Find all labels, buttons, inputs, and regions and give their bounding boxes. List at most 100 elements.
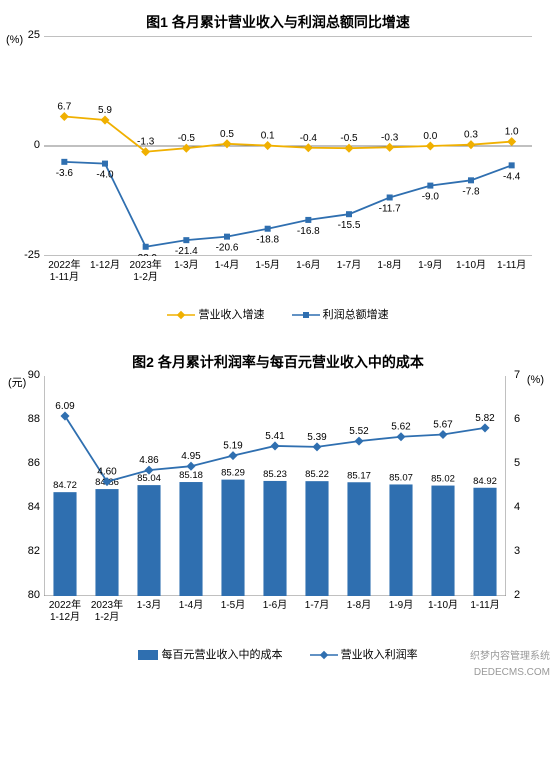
chart1-plot: 6.75.9-1.3-0.50.50.1-0.4-0.5-0.30.00.31.…	[44, 36, 532, 256]
chart1-svg: 6.75.9-1.3-0.50.50.1-0.4-0.5-0.30.00.31.…	[44, 36, 532, 256]
chart2-ytick-left: 84	[4, 501, 40, 513]
chart2-xtick: 2022年1-12月	[43, 600, 87, 624]
svg-text:-0.3: -0.3	[381, 132, 399, 143]
svg-text:4.86: 4.86	[139, 455, 159, 466]
chart2-ytick-right: 2	[514, 589, 550, 601]
chart1-xtick: 1-11月	[490, 260, 534, 272]
chart2-ytick-left: 86	[4, 457, 40, 469]
chart2-ytick-left: 82	[4, 545, 40, 557]
chart1-xtick: 1-4月	[205, 260, 249, 272]
svg-text:-0.4: -0.4	[300, 133, 318, 144]
svg-text:5.82: 5.82	[475, 413, 495, 424]
chart1-xtick: 1-3月	[164, 260, 208, 272]
svg-text:-22.9: -22.9	[134, 253, 157, 256]
chart1-legend-item-2: 利润总额增速	[292, 306, 389, 322]
chart1-xtick: 1-12月	[83, 260, 127, 272]
chart1-legend-label-2: 利润总额增速	[323, 309, 389, 321]
chart1-title: 图1 各月累计营业收入与利润总额同比增速	[0, 0, 556, 36]
svg-text:6.7: 6.7	[57, 102, 71, 113]
svg-text:0.0: 0.0	[423, 131, 437, 142]
svg-text:4.95: 4.95	[181, 451, 201, 462]
svg-text:-18.8: -18.8	[256, 235, 279, 246]
chart2-ytick-right: 5	[514, 457, 550, 469]
chart2-xtick: 1-6月	[253, 600, 297, 612]
chart1-ytick: -25	[4, 249, 40, 261]
chart2-ytick-left: 88	[4, 413, 40, 425]
diamond-line-icon	[310, 650, 338, 660]
svg-text:4.60: 4.60	[97, 467, 117, 478]
chart2-ytick-left: 80	[4, 589, 40, 601]
chart1-xtick: 1-9月	[408, 260, 452, 272]
chart2-xtick: 1-7月	[295, 600, 339, 612]
chart2-xtick: 1-10月	[421, 600, 465, 612]
chart2-xtick: 1-9月	[379, 600, 423, 612]
chart2-ytick-right: 4	[514, 501, 550, 513]
svg-text:85.18: 85.18	[179, 470, 203, 481]
svg-text:6.09: 6.09	[55, 401, 75, 412]
svg-text:85.23: 85.23	[263, 469, 287, 480]
svg-text:85.29: 85.29	[221, 468, 245, 479]
svg-text:-0.5: -0.5	[178, 133, 196, 144]
chart2-legend: 每百元营业收入中的成本 营业收入利润率 织梦内容管理系统 DEDECMS.COM	[0, 638, 556, 680]
svg-text:-20.6: -20.6	[216, 243, 239, 254]
chart2-xtick: 1-11月	[463, 600, 507, 612]
chart2-ytick-left: 90	[4, 369, 40, 381]
svg-text:85.07: 85.07	[389, 472, 413, 483]
chart1-container: 图1 各月累计营业收入与利润总额同比增速 (%) 6.75.9-1.3-0.50…	[0, 0, 556, 340]
footer-text-1: 织梦内容管理系统	[470, 647, 550, 662]
svg-text:-0.5: -0.5	[340, 133, 358, 144]
svg-text:-21.4: -21.4	[175, 246, 198, 256]
chart2-xtick: 1-3月	[127, 600, 171, 612]
svg-text:84.92: 84.92	[473, 476, 497, 487]
svg-text:5.67: 5.67	[433, 420, 453, 431]
chart2-legend-item-1: 每百元营业收入中的成本	[138, 646, 282, 662]
svg-text:5.62: 5.62	[391, 422, 411, 433]
svg-text:-4.4: -4.4	[503, 171, 521, 182]
svg-text:-4.0: -4.0	[96, 170, 114, 181]
diamond-line-icon	[167, 310, 195, 320]
chart2-ytick-right: 3	[514, 545, 550, 557]
svg-text:1.0: 1.0	[505, 127, 519, 138]
chart2-plot: 84.7284.8685.0485.1885.2985.2385.2285.17…	[44, 376, 508, 596]
chart1-xtick: 2022年1-11月	[42, 260, 86, 284]
chart1-xtick: 1-10月	[449, 260, 493, 272]
svg-text:5.41: 5.41	[265, 431, 285, 442]
svg-text:85.17: 85.17	[347, 470, 371, 481]
svg-text:5.39: 5.39	[307, 432, 327, 443]
svg-text:-9.0: -9.0	[422, 192, 440, 203]
chart2-xtick: 1-8月	[337, 600, 381, 612]
chart1-legend: 营业收入增速 利润总额增速	[0, 298, 556, 340]
footer-text-2: DEDECMS.COM	[474, 667, 550, 678]
svg-text:5.9: 5.9	[98, 105, 112, 116]
svg-text:85.04: 85.04	[137, 473, 161, 484]
chart2-xtick: 2023年1-2月	[85, 600, 129, 624]
chart2-ytick-right: 7	[514, 369, 550, 381]
svg-text:-7.8: -7.8	[462, 186, 480, 197]
chart1-ytick: 25	[4, 29, 40, 41]
svg-text:0.5: 0.5	[220, 129, 234, 140]
chart1-ytick: 0	[4, 139, 40, 151]
svg-text:5.19: 5.19	[223, 441, 243, 452]
svg-text:-1.3: -1.3	[137, 137, 155, 148]
chart1-xtick: 1-8月	[368, 260, 412, 272]
chart1-legend-item-1: 营业收入增速	[167, 306, 264, 322]
svg-text:-11.7: -11.7	[379, 203, 401, 214]
svg-text:-16.8: -16.8	[297, 226, 320, 237]
chart2-container: 图2 各月累计利润率与每百元营业收入中的成本 (元) (%) 84.7284.8…	[0, 340, 556, 680]
chart2-xtick: 1-5月	[211, 600, 255, 612]
svg-text:5.52: 5.52	[349, 426, 369, 437]
svg-text:84.72: 84.72	[53, 480, 77, 491]
svg-text:0.3: 0.3	[464, 130, 478, 141]
chart1-xtick: 2023年1-2月	[124, 260, 168, 284]
chart1-xtick: 1-5月	[246, 260, 290, 272]
chart2-title: 图2 各月累计利润率与每百元营业收入中的成本	[0, 340, 556, 376]
chart2-legend-label-1: 每百元营业收入中的成本	[161, 649, 282, 661]
svg-text:-15.5: -15.5	[338, 220, 361, 231]
bar-icon	[138, 650, 158, 660]
svg-text:85.02: 85.02	[431, 474, 455, 485]
chart1-xtick: 1-7月	[327, 260, 371, 272]
chart1-legend-label-1: 营业收入增速	[198, 309, 264, 321]
square-line-icon	[292, 310, 320, 320]
chart1-xtick: 1-6月	[286, 260, 330, 272]
chart2-svg: 84.7284.8685.0485.1885.2985.2385.2285.17…	[44, 376, 506, 596]
